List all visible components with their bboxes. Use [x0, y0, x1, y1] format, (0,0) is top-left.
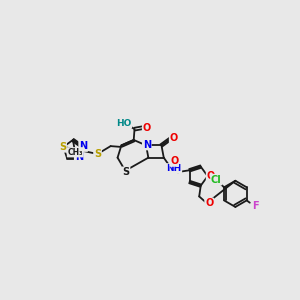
- Text: CH₃: CH₃: [68, 148, 83, 157]
- Text: O: O: [207, 171, 215, 181]
- Text: N: N: [79, 141, 87, 151]
- Text: S: S: [94, 149, 101, 159]
- Text: O: O: [143, 123, 151, 133]
- Text: F: F: [252, 201, 259, 211]
- Text: HO: HO: [116, 118, 131, 127]
- Text: Cl: Cl: [211, 175, 222, 184]
- Text: N: N: [75, 152, 83, 162]
- Text: S: S: [122, 167, 130, 177]
- Text: O: O: [170, 156, 178, 166]
- Text: NH: NH: [166, 164, 182, 173]
- Text: N: N: [143, 140, 151, 150]
- Text: O: O: [205, 198, 213, 208]
- Text: O: O: [169, 134, 178, 143]
- Text: S: S: [59, 142, 66, 152]
